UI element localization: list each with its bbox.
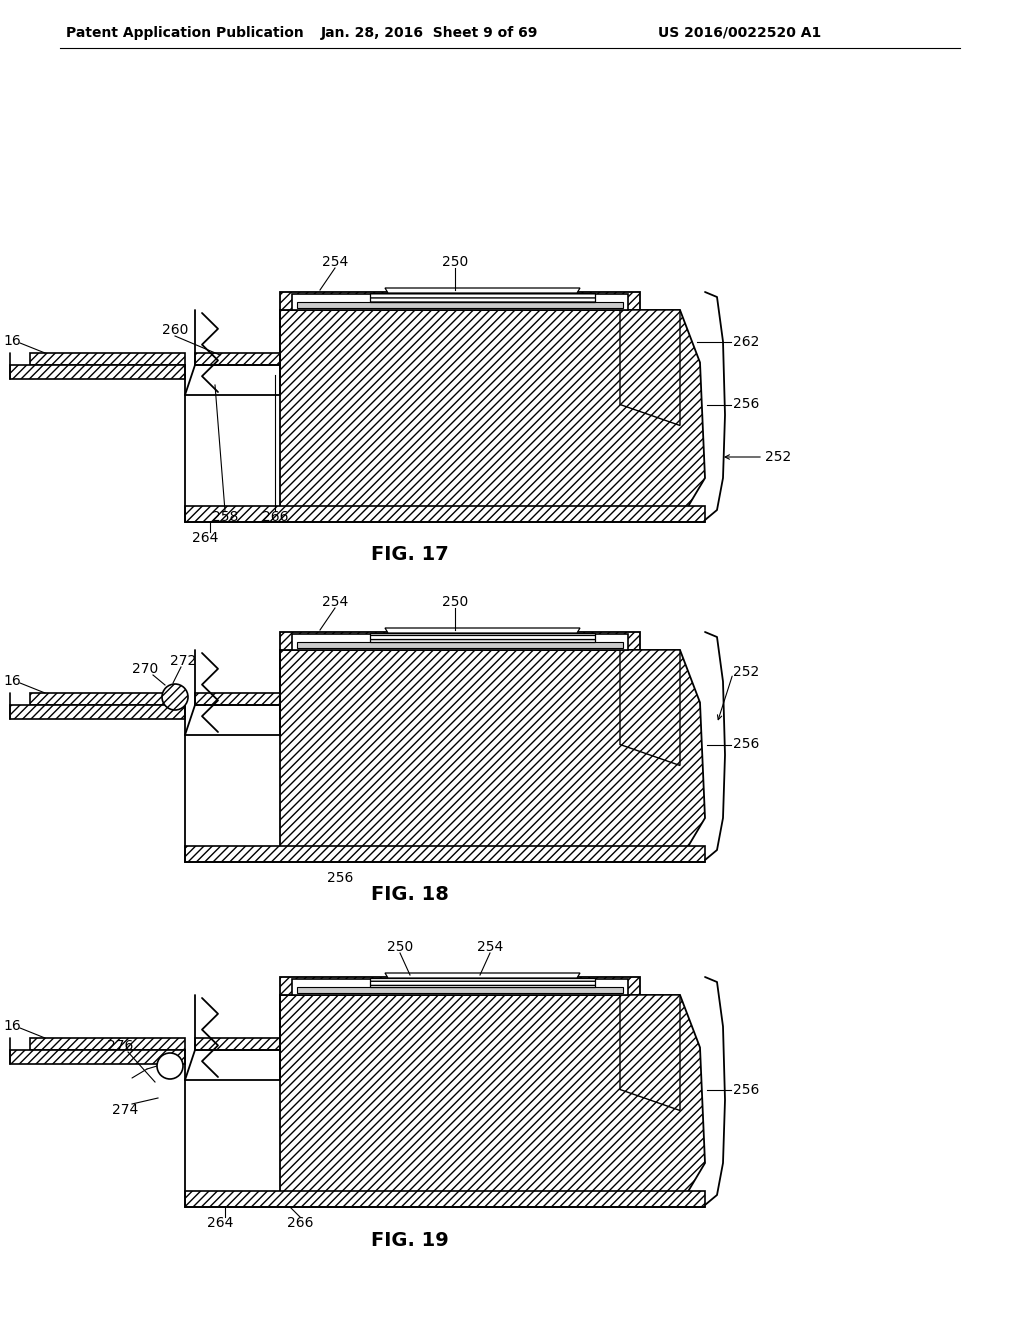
Polygon shape	[280, 292, 640, 310]
Text: 270: 270	[132, 663, 158, 676]
Polygon shape	[195, 693, 280, 705]
Circle shape	[157, 1053, 183, 1078]
Polygon shape	[185, 506, 705, 521]
Text: 254: 254	[322, 595, 348, 609]
Polygon shape	[620, 995, 680, 1110]
Polygon shape	[385, 973, 580, 978]
Polygon shape	[30, 693, 185, 705]
Polygon shape	[280, 649, 705, 861]
Text: 258: 258	[212, 510, 239, 524]
Text: 16: 16	[3, 675, 20, 688]
Polygon shape	[30, 352, 185, 366]
Text: 264: 264	[191, 531, 218, 545]
Polygon shape	[280, 310, 705, 520]
Polygon shape	[292, 294, 628, 310]
Polygon shape	[195, 352, 280, 366]
Text: 272: 272	[170, 653, 197, 668]
Text: 250: 250	[387, 940, 413, 954]
Text: US 2016/0022520 A1: US 2016/0022520 A1	[658, 26, 821, 40]
Polygon shape	[385, 628, 580, 634]
Polygon shape	[620, 310, 680, 425]
Text: 250: 250	[442, 595, 468, 609]
Polygon shape	[370, 634, 595, 642]
Polygon shape	[370, 293, 595, 302]
Text: 256: 256	[327, 871, 353, 884]
Text: 256: 256	[733, 1082, 760, 1097]
Text: 266: 266	[287, 1216, 313, 1230]
Text: 250: 250	[442, 255, 468, 269]
Polygon shape	[30, 1038, 185, 1049]
Polygon shape	[292, 634, 628, 649]
Text: 252: 252	[733, 664, 759, 678]
Text: Patent Application Publication: Patent Application Publication	[67, 26, 304, 40]
Text: FIG. 17: FIG. 17	[371, 545, 449, 565]
Text: Jan. 28, 2016  Sheet 9 of 69: Jan. 28, 2016 Sheet 9 of 69	[322, 26, 539, 40]
Text: 254: 254	[477, 940, 503, 954]
Polygon shape	[385, 288, 580, 293]
Text: 256: 256	[733, 738, 760, 751]
Text: 262: 262	[733, 334, 760, 348]
Text: 274: 274	[112, 1104, 138, 1117]
Polygon shape	[10, 1049, 185, 1064]
Polygon shape	[280, 977, 640, 995]
Polygon shape	[297, 642, 623, 648]
Polygon shape	[10, 705, 185, 719]
Text: 266: 266	[262, 510, 288, 524]
Text: 16: 16	[3, 1019, 20, 1034]
Text: FIG. 18: FIG. 18	[371, 886, 449, 904]
Polygon shape	[10, 366, 185, 379]
Text: 252: 252	[765, 450, 792, 465]
Polygon shape	[292, 979, 628, 995]
Polygon shape	[185, 846, 705, 862]
Text: 256: 256	[733, 397, 760, 412]
Circle shape	[162, 684, 188, 710]
Polygon shape	[195, 1038, 280, 1049]
Polygon shape	[185, 1191, 705, 1206]
Text: 254: 254	[322, 255, 348, 269]
Text: 264: 264	[207, 1216, 233, 1230]
Polygon shape	[297, 302, 623, 308]
Text: 276: 276	[106, 1039, 133, 1053]
Polygon shape	[370, 978, 595, 987]
Polygon shape	[297, 987, 623, 993]
Polygon shape	[280, 995, 705, 1205]
Polygon shape	[620, 649, 680, 766]
Polygon shape	[280, 632, 640, 649]
Text: 260: 260	[162, 323, 188, 337]
Text: FIG. 19: FIG. 19	[371, 1230, 449, 1250]
Text: 16: 16	[3, 334, 20, 348]
